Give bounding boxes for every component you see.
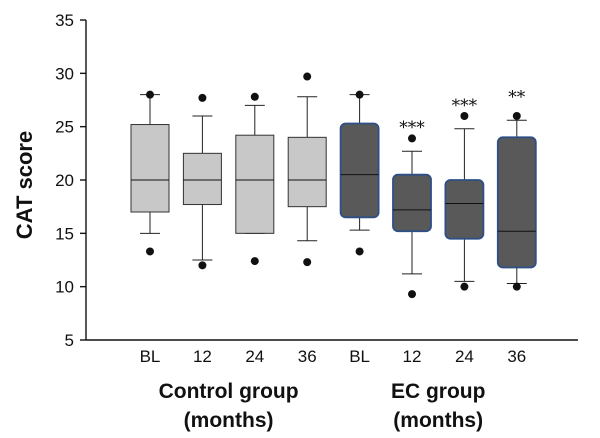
outlier-point bbox=[355, 90, 364, 99]
group-label-line2: (months) bbox=[393, 409, 483, 432]
outlier-point bbox=[512, 112, 521, 120]
x-tick-label: 12 bbox=[193, 347, 212, 366]
y-tick-label: 5 bbox=[65, 331, 74, 350]
y-tick-label: 30 bbox=[55, 64, 74, 83]
outlier-point bbox=[408, 290, 416, 299]
box-body bbox=[235, 134, 275, 234]
y-tick-label: 25 bbox=[55, 118, 74, 137]
outlier-point bbox=[250, 257, 259, 266]
outlier-point bbox=[146, 90, 154, 99]
box-body bbox=[444, 179, 485, 240]
box-body bbox=[287, 136, 327, 208]
box-ec-bl bbox=[339, 90, 380, 256]
outlier-point bbox=[303, 258, 312, 267]
box-control-36 bbox=[287, 72, 327, 267]
x-tick-label: 24 bbox=[245, 347, 264, 366]
outlier-point bbox=[198, 93, 207, 102]
significance-label: ** bbox=[508, 87, 526, 107]
group-label-line2: (months) bbox=[184, 409, 274, 432]
significance-label: *** bbox=[399, 118, 425, 138]
y-tick-label: 20 bbox=[55, 171, 74, 190]
box-control-24 bbox=[235, 92, 275, 266]
x-axis-tick-labels: BL 12 24 36 BL 12 24 36 bbox=[140, 347, 527, 366]
outlier-point bbox=[512, 282, 521, 291]
box-ec-36: ** bbox=[496, 87, 537, 291]
outlier-point bbox=[303, 72, 312, 81]
outlier-point bbox=[460, 112, 469, 120]
box-body bbox=[339, 122, 380, 219]
x-tick-label: 24 bbox=[455, 347, 474, 366]
box-body bbox=[496, 136, 537, 269]
y-axis-ticks: 5 10 15 20 25 30 35 bbox=[55, 11, 86, 350]
group-labels: Control group (months) EC group (months) bbox=[159, 380, 486, 432]
y-tick-label: 10 bbox=[55, 278, 74, 297]
group-label-line1: Control group bbox=[159, 380, 299, 403]
box-body bbox=[182, 152, 222, 206]
outlier-point bbox=[460, 282, 469, 291]
group-label-line1: EC group bbox=[391, 380, 486, 403]
box-plot-series: ****** ** bbox=[130, 72, 537, 299]
box-body bbox=[392, 173, 432, 233]
x-tick-label: 36 bbox=[507, 347, 526, 366]
y-tick-label: 15 bbox=[55, 224, 74, 243]
y-tick-label: 35 bbox=[55, 11, 74, 30]
box-body bbox=[130, 124, 170, 213]
outlier-point bbox=[355, 247, 364, 256]
y-axis-label: CAT score bbox=[12, 131, 37, 239]
outlier-point bbox=[198, 261, 207, 270]
outlier-point bbox=[250, 92, 259, 101]
x-tick-label: BL bbox=[349, 347, 370, 366]
x-tick-label: BL bbox=[140, 347, 161, 366]
outlier-point bbox=[146, 247, 154, 256]
x-tick-label: 12 bbox=[403, 347, 422, 366]
significance-label: *** bbox=[452, 96, 478, 116]
box-ec-12: *** bbox=[392, 118, 432, 299]
box-ec-24: *** bbox=[444, 96, 485, 291]
x-tick-label: 36 bbox=[298, 347, 317, 366]
box-control-bl bbox=[130, 90, 170, 256]
box-control-12 bbox=[182, 93, 222, 270]
outlier-point bbox=[408, 134, 416, 143]
